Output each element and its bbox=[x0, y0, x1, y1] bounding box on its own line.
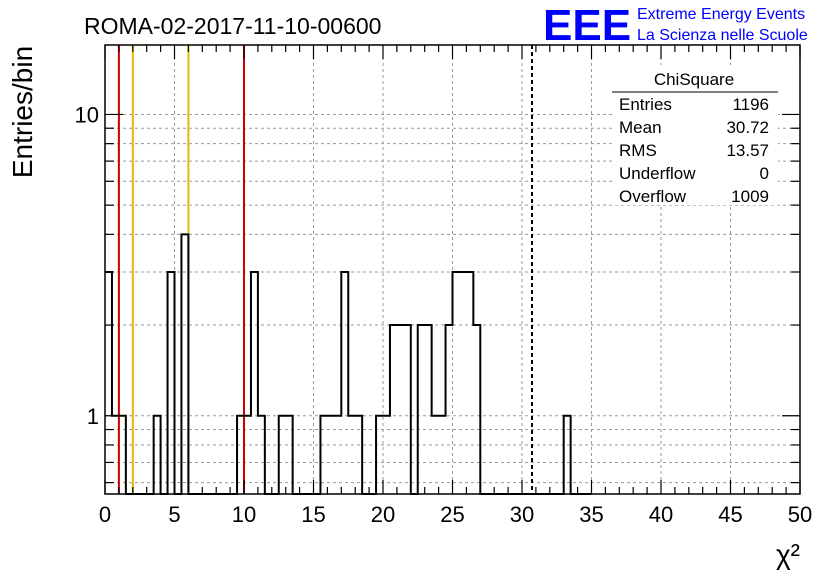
histogram-steps bbox=[105, 233, 592, 495]
y-axis-label: Entries/bin bbox=[7, 46, 38, 178]
x-tick-label: 35 bbox=[579, 502, 603, 527]
y-tick-label: 10 bbox=[75, 102, 99, 127]
stats-row-value: 1009 bbox=[731, 187, 769, 206]
stats-row-label: RMS bbox=[619, 141, 657, 160]
x-tick-label: 20 bbox=[371, 502, 395, 527]
x-tick-label: 50 bbox=[788, 502, 812, 527]
eee-logo: EEE bbox=[543, 1, 631, 50]
stats-row-label: Mean bbox=[619, 118, 662, 137]
x-tick-label: 0 bbox=[99, 502, 111, 527]
x-tick-label: 15 bbox=[301, 502, 325, 527]
stats-title: ChiSquare bbox=[654, 70, 734, 89]
stats-row-value: 1196 bbox=[732, 95, 769, 114]
x-tick-label: 40 bbox=[649, 502, 673, 527]
x-tick-label: 25 bbox=[440, 502, 464, 527]
x-tick-label: 45 bbox=[718, 502, 742, 527]
stats-row-label: Underflow bbox=[619, 164, 696, 183]
y-tick-label: 1 bbox=[87, 404, 99, 429]
x-axis-label: χ² bbox=[776, 539, 800, 570]
stats-row-label: Entries bbox=[619, 95, 672, 114]
logo-line-2: La Scienza nelle Scuole bbox=[637, 27, 808, 44]
x-tick-label: 5 bbox=[168, 502, 180, 527]
grid-lines bbox=[105, 45, 800, 494]
stats-box-background bbox=[612, 65, 778, 205]
histogram-outline bbox=[105, 233, 592, 495]
stats-row-label: Overflow bbox=[619, 187, 687, 206]
stats-row-value: 30.72 bbox=[726, 118, 769, 137]
x-tick-label: 10 bbox=[232, 502, 256, 527]
stats-box: ChiSquare Entries 1196 Mean 30.72 RMS 13.57 Un… bbox=[612, 65, 778, 206]
logo-line-1: Extreme Energy Events bbox=[637, 6, 805, 23]
x-tick-label: 30 bbox=[510, 502, 534, 527]
stats-row-value: 13.57 bbox=[726, 141, 769, 160]
stats-row-value: 0 bbox=[760, 164, 769, 183]
run-title: ROMA-02-2017-11-10-00600 bbox=[84, 13, 381, 39]
stats-rows: Entries 1196 Mean 30.72 RMS 13.57 Underflow 0 Ov… bbox=[619, 95, 769, 206]
tick-labels: 0 5 10 15 20 25 30 35 40 45 50 1 10 bbox=[75, 102, 813, 527]
axis-ticks bbox=[104, 45, 801, 494]
